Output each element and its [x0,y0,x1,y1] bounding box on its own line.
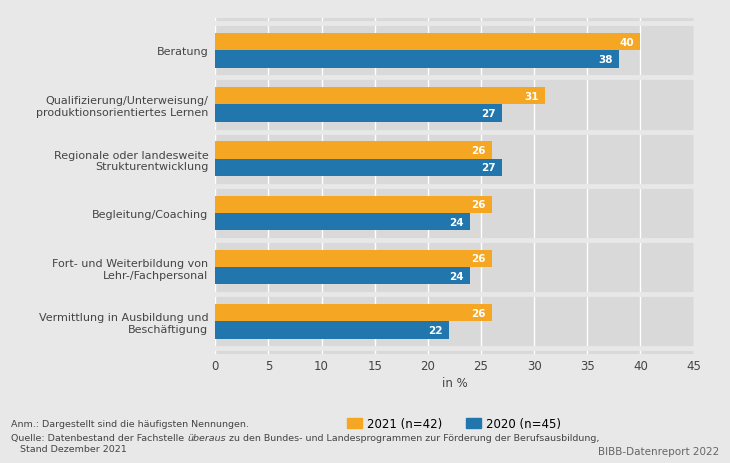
Text: 26: 26 [471,146,485,156]
Text: 22: 22 [429,325,442,335]
Text: 24: 24 [450,217,464,227]
Bar [215,268,470,285]
Text: BIBB-Datenreport 2022: BIBB-Datenreport 2022 [598,446,719,456]
Text: 26: 26 [471,254,485,264]
Text: zu den Bundes- und Landesprogrammen zur Förderung der Berufsausbildung,: zu den Bundes- und Landesprogrammen zur … [226,433,599,442]
Text: 40: 40 [619,38,634,47]
Bar [215,250,491,268]
Text: Stand Dezember 2021: Stand Dezember 2021 [11,444,127,453]
Bar [215,142,491,159]
Text: 26: 26 [471,200,485,210]
Text: Anm.: Dargestellt sind die häufigsten Nennungen.: Anm.: Dargestellt sind die häufigsten Ne… [11,419,249,428]
Text: 27: 27 [481,163,496,173]
Text: Quelle: Datenbestand der Fachstelle: Quelle: Datenbestand der Fachstelle [11,433,187,442]
Bar [215,159,502,176]
Bar [215,304,491,322]
Bar [215,51,619,69]
Text: 26: 26 [471,308,485,318]
Bar [215,213,470,231]
Text: 38: 38 [599,55,612,65]
X-axis label: in %: in % [442,376,467,389]
Bar [215,196,491,213]
Text: 27: 27 [481,109,496,119]
Text: 24: 24 [450,271,464,281]
Bar [215,34,640,51]
Text: überaus: überaus [187,433,226,442]
Bar [215,322,449,339]
Bar [215,105,502,123]
Text: 31: 31 [524,92,538,101]
Bar [215,88,545,105]
Legend: 2021 (n=42), 2020 (n=45): 2021 (n=42), 2020 (n=45) [342,412,566,434]
